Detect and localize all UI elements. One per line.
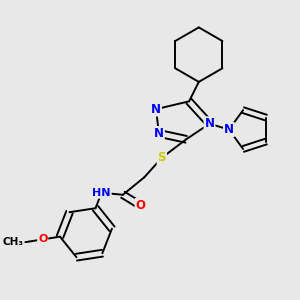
Text: CH₃: CH₃ xyxy=(2,237,23,247)
Text: HN: HN xyxy=(92,188,111,198)
Text: O: O xyxy=(135,199,146,212)
Text: S: S xyxy=(158,151,166,164)
Text: N: N xyxy=(224,123,234,136)
Text: O: O xyxy=(38,234,47,244)
Text: N: N xyxy=(154,127,164,140)
Text: N: N xyxy=(205,117,214,130)
Text: N: N xyxy=(151,103,161,116)
